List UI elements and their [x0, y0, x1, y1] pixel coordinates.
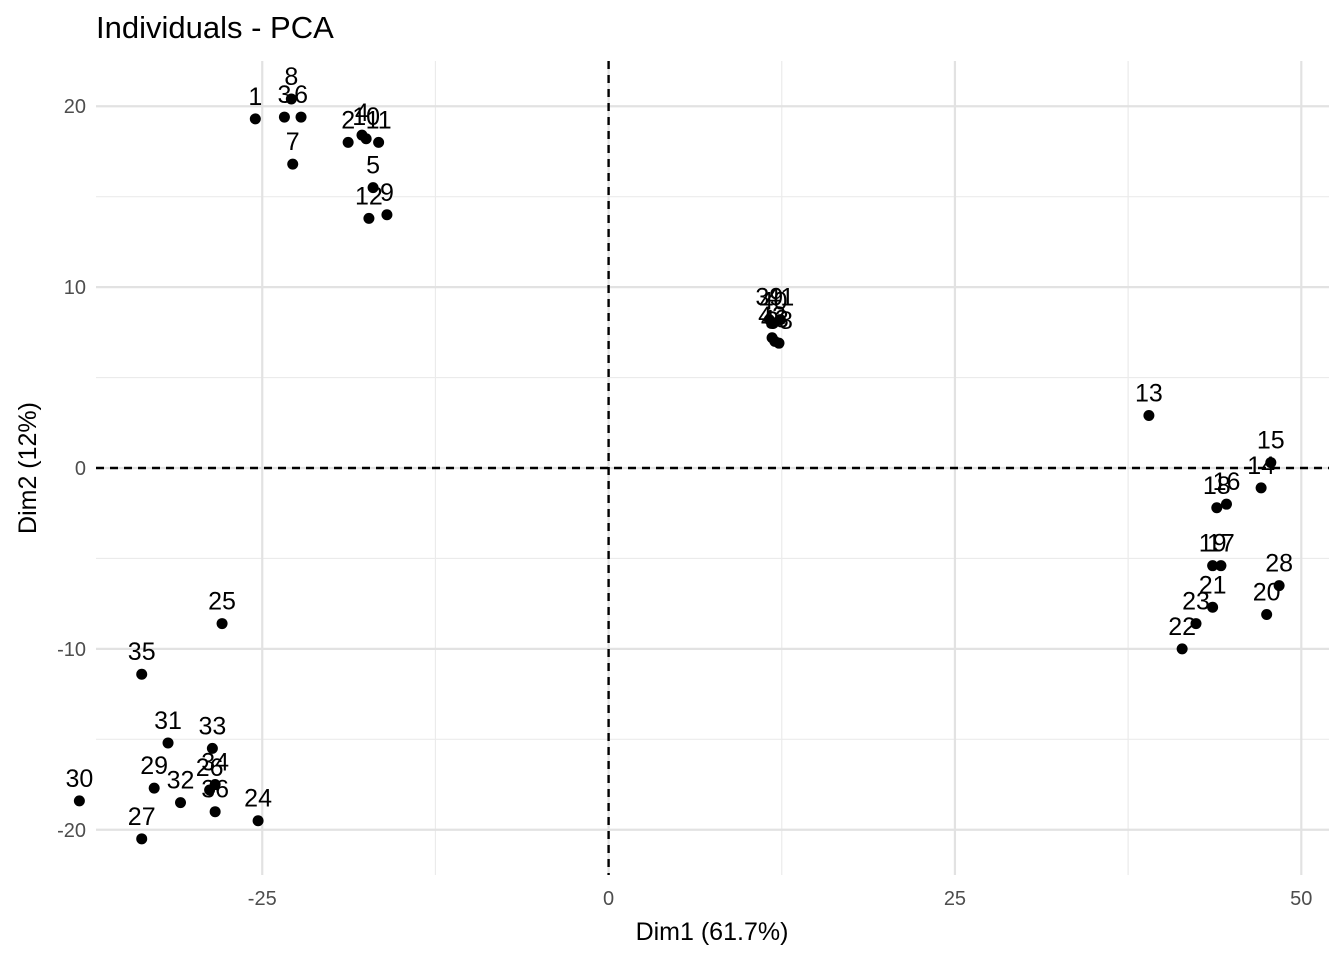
- point-3: [278, 111, 290, 123]
- point-14: [1255, 482, 1267, 494]
- point-label-29: 29: [140, 752, 168, 780]
- point-label-36: 36: [201, 776, 229, 804]
- point-7: [287, 158, 299, 170]
- point-label-38: 38: [765, 307, 793, 335]
- point-33: [206, 742, 218, 754]
- x-axis-ticks: -25 0 25 50: [248, 888, 1313, 910]
- point-label-13: 13: [1135, 380, 1163, 408]
- point-17: [1215, 560, 1227, 572]
- chart-title: Individuals - PCA: [96, 10, 334, 45]
- y-tick-label: 20: [64, 96, 86, 118]
- point-16: [1220, 498, 1232, 510]
- point-31: [162, 737, 174, 749]
- point-5: [367, 182, 379, 194]
- point-label-33: 33: [198, 712, 226, 740]
- point-18: [1211, 502, 1223, 514]
- point-label-11: 11: [366, 106, 392, 134]
- point-28: [1273, 580, 1285, 592]
- point-label-9: 9: [380, 179, 394, 207]
- y-axis-title: Dim2 (12%): [14, 402, 42, 534]
- point-label-16: 16: [1213, 468, 1241, 496]
- y-tick-label: -10: [57, 639, 86, 661]
- point-label-22: 22: [1168, 613, 1196, 641]
- point-26: [204, 784, 216, 796]
- point-label-28: 28: [1265, 550, 1293, 578]
- y-axis-ticks: -20 -10 0 10 20: [57, 96, 86, 842]
- point-label-30: 30: [65, 765, 93, 793]
- point-label-18: 18: [1203, 472, 1231, 500]
- point-6: [295, 111, 307, 123]
- point-36: [209, 806, 221, 818]
- point-label-2: 2: [341, 106, 355, 134]
- point-10: [360, 133, 372, 145]
- point-label-31: 31: [154, 707, 182, 735]
- point-label-21: 21: [1199, 571, 1227, 599]
- point-label-32: 32: [167, 767, 195, 795]
- point-label-41: 41: [766, 284, 794, 312]
- point-label-8: 8: [284, 63, 298, 91]
- point-1: [249, 113, 261, 125]
- point-25: [216, 618, 228, 630]
- point-label-26: 26: [196, 754, 224, 782]
- point-41: [774, 314, 786, 326]
- point-label-35: 35: [128, 638, 156, 666]
- x-axis-title: Dim1 (61.7%): [636, 918, 789, 946]
- point-label-43: 43: [761, 305, 789, 333]
- y-tick-label: 0: [75, 458, 86, 480]
- point-label-23: 23: [1182, 588, 1210, 616]
- x-tick-label: 25: [944, 888, 966, 910]
- point-32: [175, 797, 187, 809]
- y-tick-label: -20: [57, 820, 86, 842]
- point-label-10: 10: [352, 103, 380, 131]
- point-23: [1190, 618, 1202, 630]
- point-29: [148, 782, 160, 794]
- points-layer: [73, 93, 1285, 845]
- point-label-12: 12: [355, 182, 383, 210]
- point-label-15: 15: [1257, 427, 1285, 455]
- point-8: [285, 93, 297, 105]
- point-label-39: 39: [755, 284, 783, 312]
- point-19: [1207, 560, 1219, 572]
- point-12: [363, 212, 375, 224]
- point-label-1: 1: [248, 83, 262, 111]
- point-label-19: 19: [1199, 530, 1227, 558]
- point-label-17: 17: [1207, 530, 1235, 558]
- point-label-6: 6: [294, 81, 308, 109]
- point-30: [73, 795, 85, 807]
- point-label-24: 24: [244, 785, 272, 813]
- point-label-20: 20: [1253, 579, 1281, 607]
- point-label-25: 25: [208, 588, 236, 616]
- point-27: [136, 833, 148, 845]
- x-tick-label: -25: [248, 888, 277, 910]
- point-15: [1265, 457, 1277, 469]
- point-label-34: 34: [201, 749, 229, 777]
- point-21: [1207, 601, 1219, 613]
- y-tick-label: 10: [64, 277, 86, 299]
- point-20: [1261, 609, 1273, 621]
- point-label-40: 40: [760, 287, 788, 315]
- point-2: [342, 136, 354, 148]
- point-24: [252, 815, 264, 827]
- point-label-3: 3: [277, 81, 291, 109]
- x-tick-label: 0: [603, 888, 614, 910]
- point-11: [373, 136, 385, 148]
- x-tick-label: 50: [1290, 888, 1312, 910]
- reference-lines: [96, 61, 1329, 875]
- point-label-27: 27: [128, 803, 156, 831]
- point-13: [1143, 410, 1155, 422]
- point-label-4: 4: [355, 99, 369, 127]
- point-38: [773, 337, 785, 349]
- point-label-5: 5: [366, 152, 380, 180]
- point-9: [381, 209, 393, 221]
- point-label-14: 14: [1247, 452, 1275, 480]
- point-22: [1176, 643, 1188, 655]
- point-35: [136, 668, 148, 680]
- point-label-7: 7: [286, 128, 300, 156]
- point-label-42: 42: [758, 302, 786, 330]
